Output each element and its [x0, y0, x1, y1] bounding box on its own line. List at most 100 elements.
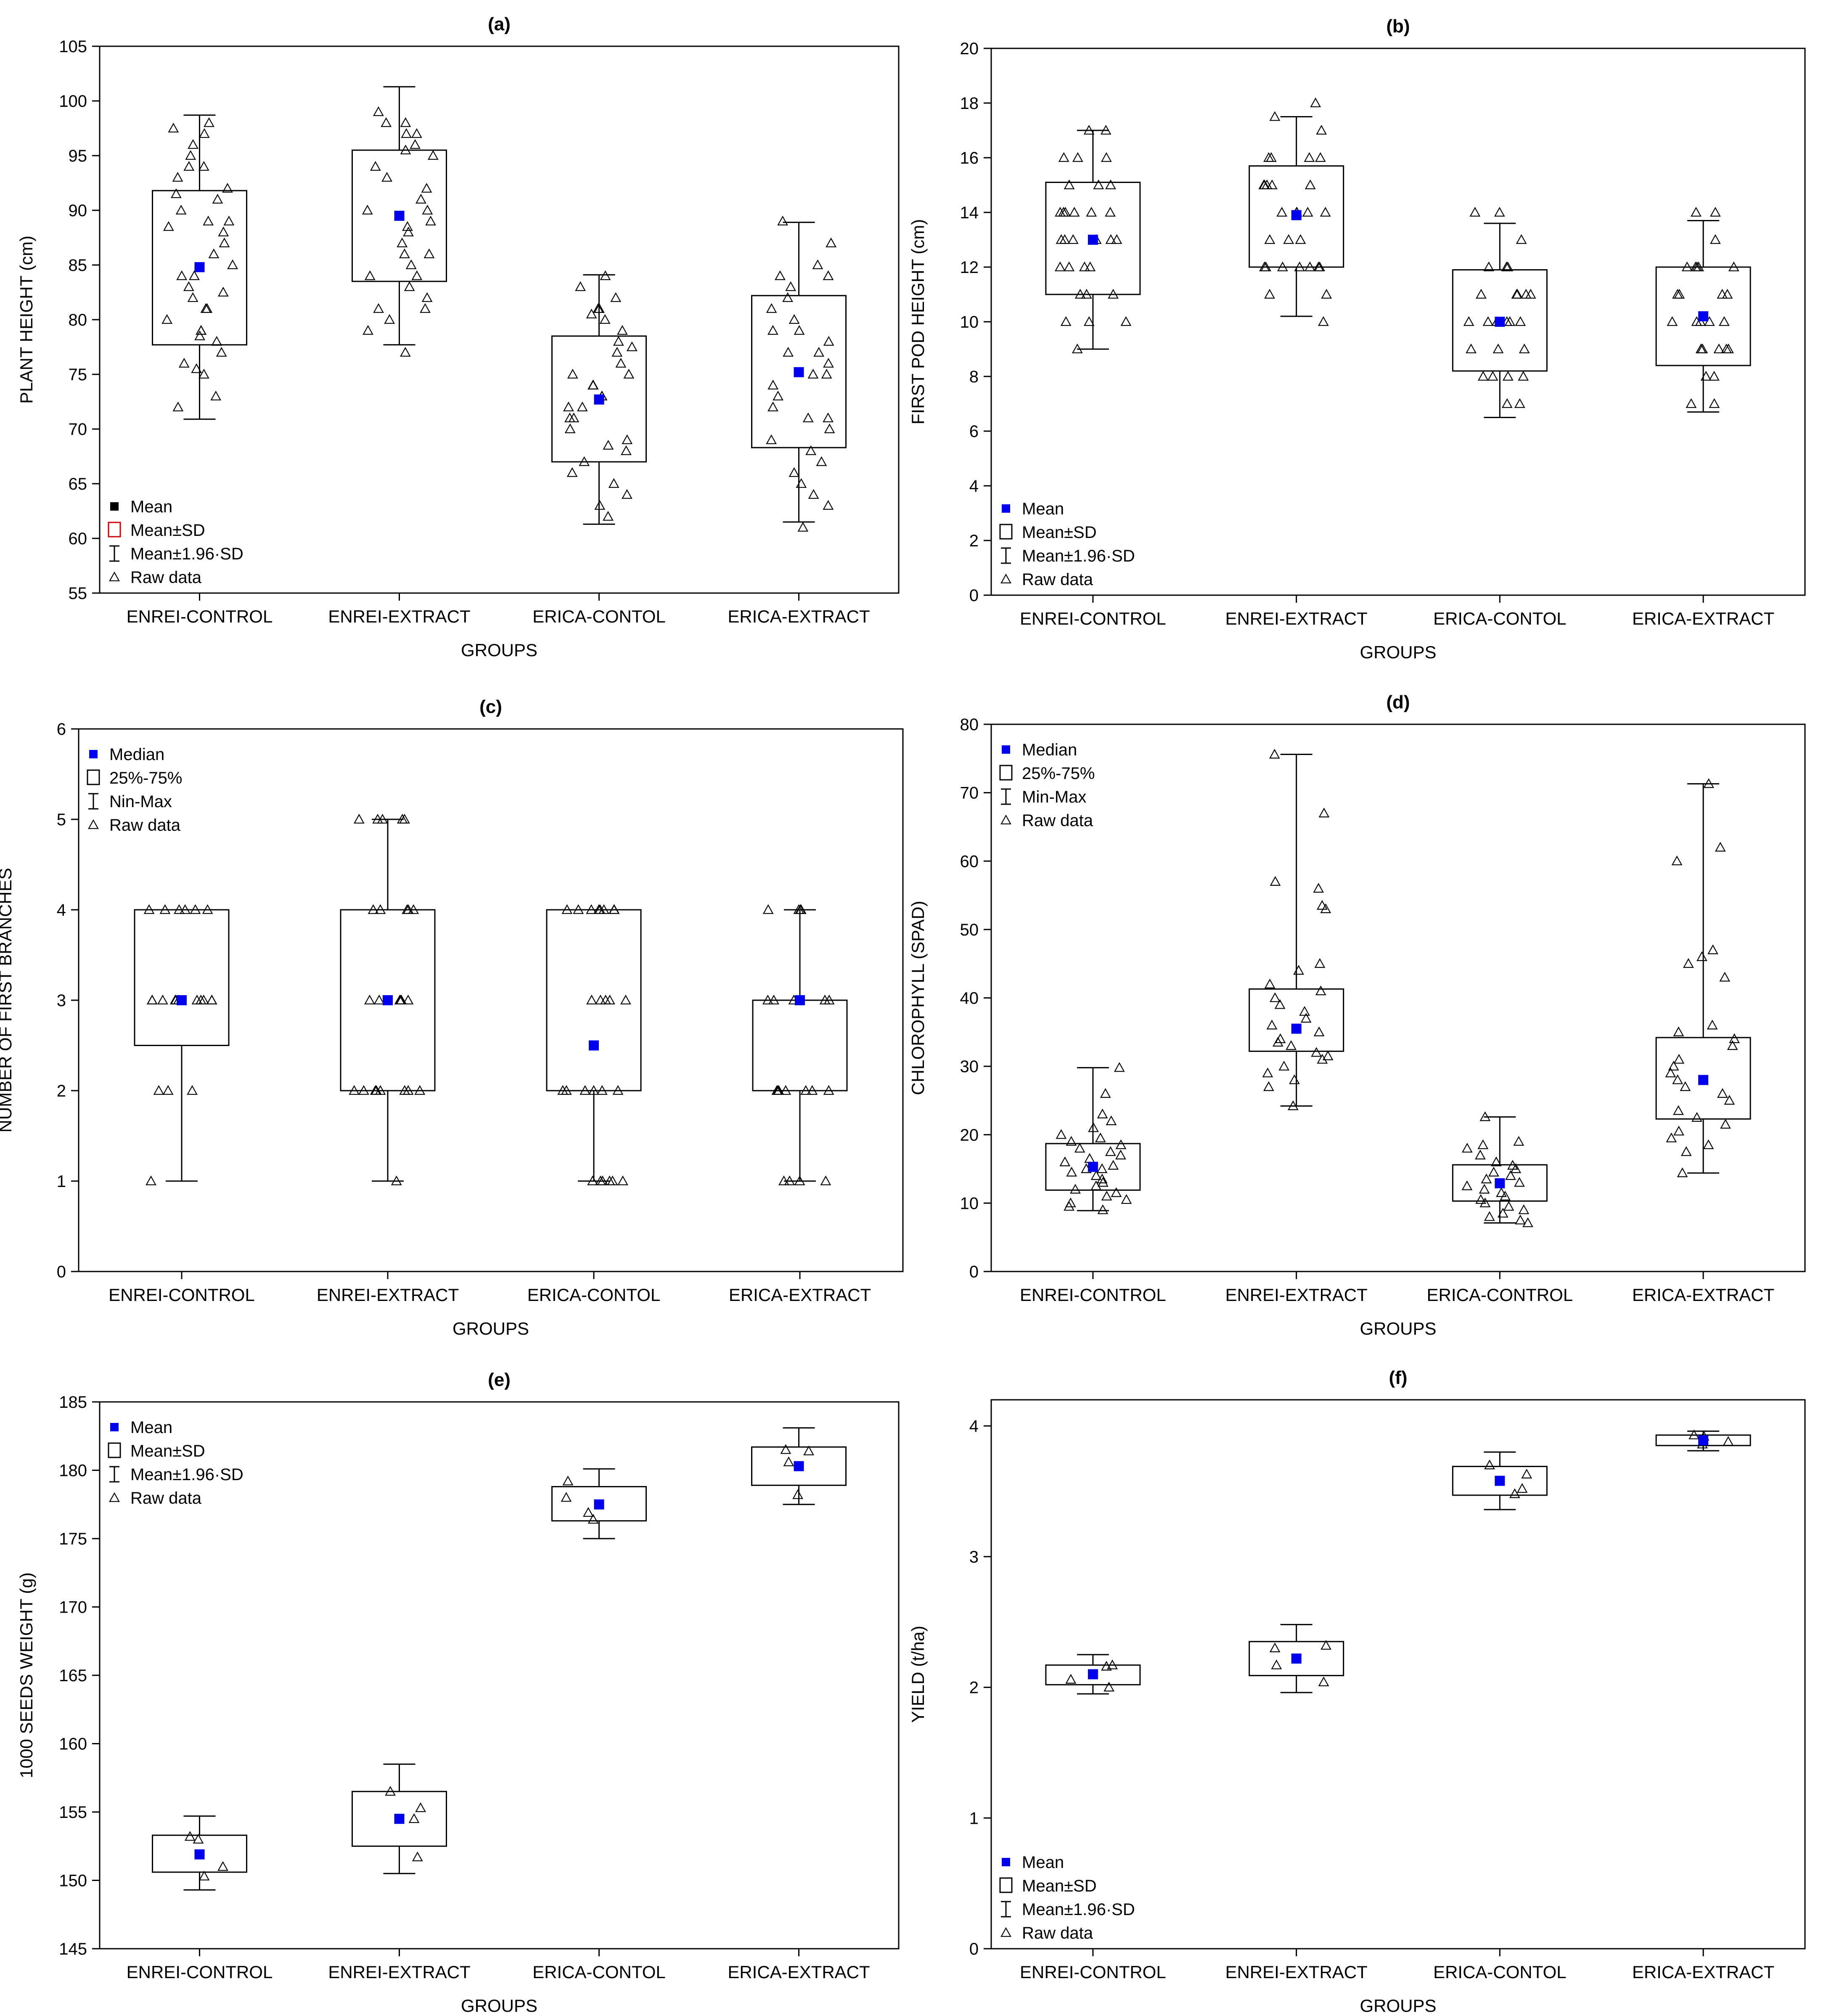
- box: [134, 909, 230, 1046]
- box: [1249, 1641, 1344, 1677]
- y-tick-label: 0: [969, 1940, 979, 1958]
- raw-data-point: [1067, 234, 1079, 244]
- raw-data-point: [773, 1085, 784, 1095]
- legend-raw-symbol: [109, 1492, 120, 1502]
- raw-data-point: [783, 347, 794, 357]
- raw-data-point: [176, 270, 188, 280]
- raw-data-point: [1066, 1136, 1077, 1146]
- raw-data-point: [587, 1175, 598, 1185]
- raw-data-point: [603, 440, 614, 450]
- y-axis-title: 1000 SEEDS WEIGHT (g): [16, 1572, 36, 1778]
- raw-data-point: [1484, 1211, 1495, 1221]
- x-tick-label: ENREI-EXTRACT: [328, 607, 470, 626]
- legend-whisker-symbol: [1001, 1901, 1011, 1918]
- legend-label: Raw data: [130, 568, 202, 587]
- box: [152, 1834, 247, 1873]
- raw-data-point: [1710, 234, 1721, 244]
- legend-mean-marker: [1002, 504, 1010, 513]
- raw-data-point: [1700, 371, 1712, 381]
- raw-data-point: [1104, 1682, 1114, 1692]
- raw-data-point: [1510, 1163, 1522, 1173]
- raw-data-point: [577, 401, 588, 411]
- legend-label: Mean±SD: [130, 521, 205, 540]
- raw-data-point: [767, 325, 778, 335]
- center-marker: [589, 1040, 599, 1051]
- raw-data-point: [1275, 1033, 1286, 1043]
- y-tick-label: 16: [960, 149, 979, 167]
- legend-label: Raw data: [1022, 570, 1093, 589]
- y-tick-label: 105: [59, 37, 87, 56]
- raw-data-point: [153, 1085, 164, 1095]
- raw-data-point: [1479, 1184, 1490, 1194]
- raw-data-point: [1516, 1483, 1528, 1493]
- raw-data-point: [1509, 1488, 1520, 1498]
- raw-data-point: [146, 994, 158, 1004]
- y-tick-label: 18: [960, 94, 979, 113]
- legend-label: Mean±SD: [130, 1442, 205, 1460]
- raw-data-point: [1115, 1150, 1126, 1160]
- raw-data-point: [1100, 125, 1111, 135]
- raw-data-point: [203, 215, 214, 225]
- raw-data-point: [403, 904, 414, 914]
- center-marker: [1698, 1435, 1709, 1446]
- raw-data-point: [762, 994, 773, 1004]
- x-tick-label: ENREI-CONTROL: [127, 607, 273, 626]
- box: [352, 149, 447, 282]
- raw-data-point: [183, 281, 194, 291]
- raw-data-point: [775, 270, 786, 280]
- y-tick-label: 40: [960, 989, 979, 1008]
- raw-data-point: [823, 994, 835, 1004]
- raw-data-point: [1673, 1026, 1684, 1036]
- raw-data-point: [1115, 1139, 1127, 1150]
- x-axis-title: GROUPS: [453, 1319, 529, 1338]
- raw-data-point: [1320, 207, 1331, 217]
- y-tick-label: 3: [969, 1548, 979, 1566]
- raw-data-point: [1719, 316, 1730, 326]
- x-tick-label: ENREI-EXTRACT: [1225, 609, 1367, 628]
- raw-data-point: [1084, 1153, 1095, 1163]
- raw-data-point: [1269, 749, 1280, 759]
- raw-data-point: [217, 286, 229, 297]
- raw-data-point: [216, 347, 227, 357]
- center-marker: [795, 995, 805, 1005]
- raw-data-point: [564, 412, 575, 422]
- raw-data-point: [1475, 1150, 1486, 1160]
- y-tick-label: 70: [69, 420, 87, 439]
- legend-label: 25%-75%: [1022, 764, 1095, 783]
- raw-data-point: [1096, 1174, 1108, 1184]
- raw-data-point: [1264, 289, 1275, 299]
- raw-data-point: [420, 303, 431, 313]
- raw-data-point: [1707, 1020, 1718, 1030]
- raw-data-point: [1681, 261, 1693, 271]
- raw-data-point: [794, 1175, 805, 1185]
- raw-data-point: [364, 994, 375, 1004]
- raw-data-point: [803, 1445, 814, 1455]
- raw-data-point: [1501, 398, 1513, 408]
- raw-data-point: [594, 904, 606, 914]
- center-marker: [1495, 317, 1505, 327]
- box: [152, 190, 247, 346]
- raw-data-point: [384, 314, 395, 324]
- raw-data-point: [1064, 261, 1075, 271]
- center-marker: [594, 394, 604, 405]
- raw-data-point: [768, 994, 779, 1004]
- panel-title: (b): [1386, 16, 1410, 37]
- legend-label: Raw data: [130, 1489, 202, 1507]
- box: [352, 1791, 447, 1847]
- center-marker: [1495, 1476, 1505, 1486]
- raw-data-point: [1720, 1119, 1731, 1129]
- raw-data-point: [1097, 1204, 1109, 1214]
- raw-data-point: [587, 379, 598, 389]
- y-tick-label: 185: [59, 1393, 87, 1412]
- y-tick-label: 6: [57, 720, 66, 739]
- raw-data-point: [196, 325, 206, 335]
- raw-data-point: [1081, 289, 1092, 299]
- panel-a: (a) 55 60 65 70 75 80 85 90 95 100 105 PLANT HEIGHT …: [16, 14, 900, 660]
- raw-data-point: [593, 303, 604, 313]
- raw-data-point: [1710, 207, 1721, 217]
- raw-data-point: [1715, 842, 1726, 852]
- y-tick-label: 150: [59, 1872, 87, 1890]
- x-tick-label: ERICA-CONTOL: [532, 607, 666, 626]
- y-axis-title: YIELD (t/ha): [908, 1626, 928, 1723]
